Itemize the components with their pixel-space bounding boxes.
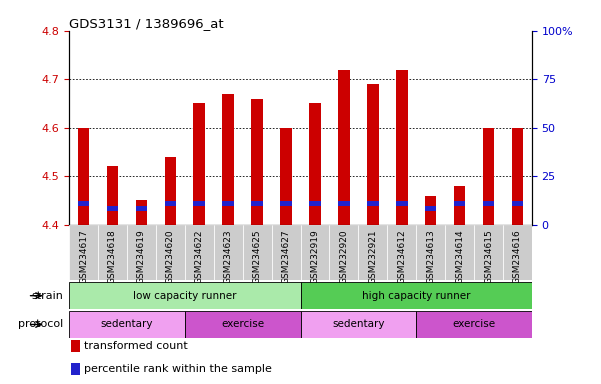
Bar: [396, 70, 407, 225]
Text: exercise: exercise: [221, 319, 264, 329]
Bar: [338, 201, 350, 206]
Bar: [280, 127, 292, 225]
Text: GSM234620: GSM234620: [166, 229, 175, 284]
Text: GSM234625: GSM234625: [252, 229, 261, 284]
Text: protocol: protocol: [18, 319, 63, 329]
Text: GSM234627: GSM234627: [281, 229, 290, 284]
Bar: [165, 201, 176, 206]
Bar: [511, 127, 523, 225]
Bar: [396, 201, 407, 206]
Bar: [194, 103, 205, 225]
Bar: [251, 201, 263, 206]
Text: GSM232919: GSM232919: [311, 229, 320, 284]
Bar: [309, 103, 321, 225]
Bar: [425, 206, 436, 211]
Bar: [243, 225, 272, 280]
Text: GSM234618: GSM234618: [108, 229, 117, 284]
Bar: [454, 186, 465, 225]
Bar: [329, 225, 358, 280]
Bar: [222, 201, 234, 206]
Bar: [416, 311, 532, 338]
Bar: [416, 225, 445, 280]
Bar: [445, 225, 474, 280]
Bar: [425, 195, 436, 225]
Bar: [338, 70, 350, 225]
Bar: [185, 311, 300, 338]
Text: GSM234614: GSM234614: [455, 229, 464, 284]
Bar: [309, 201, 321, 206]
Bar: [194, 201, 205, 206]
Bar: [107, 206, 118, 211]
Bar: [78, 127, 90, 225]
Bar: [474, 225, 503, 280]
Bar: [280, 201, 292, 206]
Bar: [136, 200, 147, 225]
Text: GSM234619: GSM234619: [137, 229, 146, 284]
Bar: [454, 201, 465, 206]
Text: sedentary: sedentary: [332, 319, 385, 329]
Text: GSM234615: GSM234615: [484, 229, 493, 284]
Bar: [214, 225, 243, 280]
Bar: [69, 282, 300, 309]
Bar: [98, 225, 127, 280]
Bar: [127, 225, 156, 280]
Text: percentile rank within the sample: percentile rank within the sample: [84, 364, 272, 374]
Bar: [503, 225, 532, 280]
Text: GDS3131 / 1389696_at: GDS3131 / 1389696_at: [69, 17, 224, 30]
Bar: [300, 311, 416, 338]
Bar: [78, 201, 90, 206]
Bar: [136, 206, 147, 211]
Bar: [251, 99, 263, 225]
Text: low capacity runner: low capacity runner: [133, 291, 237, 301]
Text: transformed count: transformed count: [84, 341, 188, 351]
Bar: [358, 225, 387, 280]
Bar: [387, 225, 416, 280]
Text: exercise: exercise: [453, 319, 496, 329]
Bar: [69, 225, 98, 280]
Text: GSM232920: GSM232920: [340, 229, 349, 284]
Text: high capacity runner: high capacity runner: [362, 291, 471, 301]
Bar: [107, 166, 118, 225]
Bar: [300, 225, 329, 280]
Text: GSM234617: GSM234617: [79, 229, 88, 284]
Text: GSM234623: GSM234623: [224, 229, 233, 284]
Bar: [69, 311, 185, 338]
Bar: [222, 94, 234, 225]
Bar: [367, 201, 379, 206]
Text: GSM234612: GSM234612: [397, 229, 406, 284]
Bar: [511, 201, 523, 206]
Text: GSM234613: GSM234613: [426, 229, 435, 284]
Text: GSM234616: GSM234616: [513, 229, 522, 284]
Bar: [367, 84, 379, 225]
Bar: [483, 201, 494, 206]
Bar: [165, 157, 176, 225]
Bar: [185, 225, 214, 280]
Bar: [300, 282, 532, 309]
Text: GSM234622: GSM234622: [195, 229, 204, 284]
Bar: [156, 225, 185, 280]
Bar: [72, 340, 80, 352]
Text: strain: strain: [31, 291, 63, 301]
Bar: [72, 363, 80, 375]
Bar: [272, 225, 300, 280]
Bar: [483, 127, 494, 225]
Text: sedentary: sedentary: [101, 319, 153, 329]
Text: GSM232921: GSM232921: [368, 229, 377, 284]
